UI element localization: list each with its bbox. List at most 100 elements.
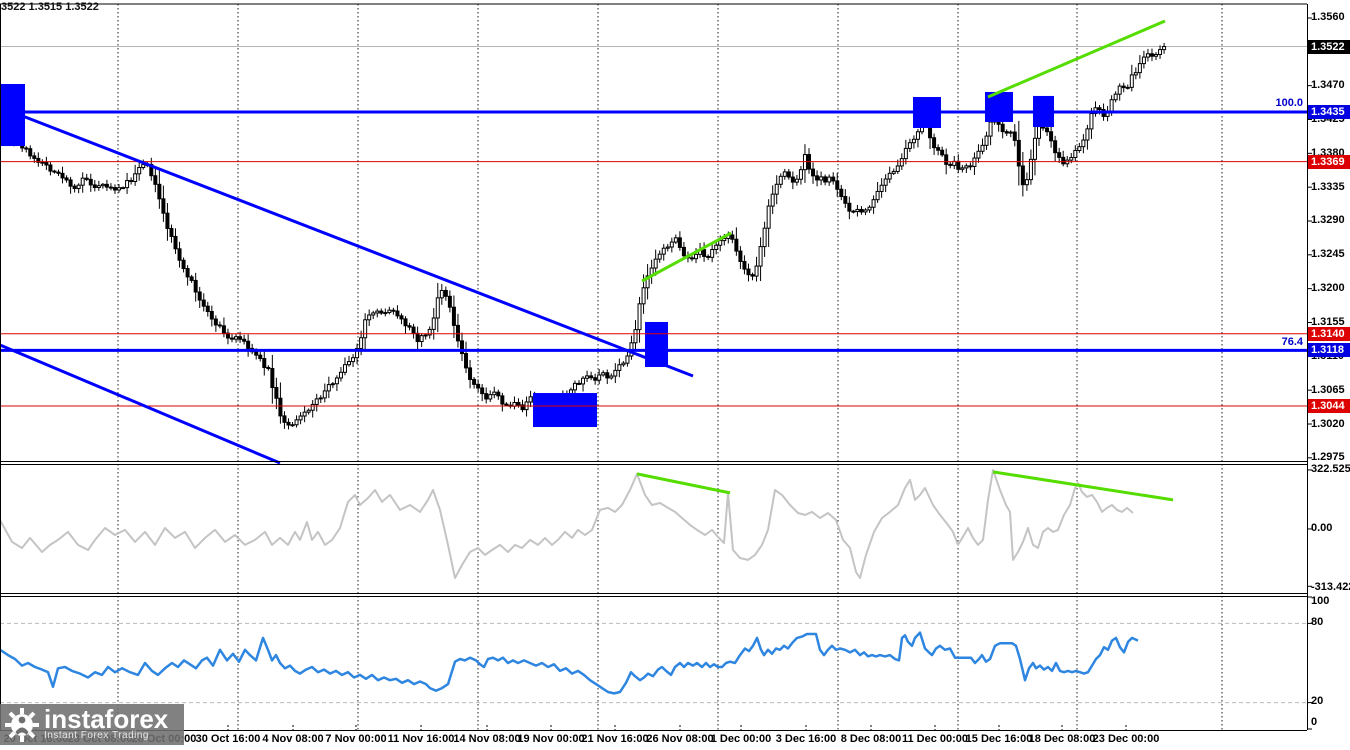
blue-trendline [19, 113, 694, 378]
candle-body [617, 364, 622, 371]
time-axis-label: 8 Dec 08:00 [840, 733, 902, 745]
candle-body [427, 328, 432, 336]
candle-body [258, 354, 263, 360]
price-axis-label: 1.3290 [1311, 214, 1345, 227]
candle-body [778, 175, 783, 185]
candle-body [730, 234, 735, 240]
candle-body [153, 175, 158, 185]
candle-body [1000, 123, 1005, 133]
candle-body [637, 303, 642, 331]
price-badge: 1.3118 [1308, 343, 1350, 358]
candle-body [964, 165, 969, 169]
candle-body [1036, 126, 1041, 139]
candle-body [254, 351, 259, 356]
candle-body [520, 404, 525, 411]
candle-body [205, 305, 210, 312]
candle-body [665, 246, 670, 249]
candle-body [359, 337, 364, 349]
candle-body [411, 326, 416, 334]
candle-body [1061, 156, 1066, 165]
candle-body [847, 202, 852, 212]
candle-body [875, 190, 880, 201]
candle-body [915, 131, 920, 140]
highlight-rectangle [645, 321, 668, 368]
candle-body [459, 340, 464, 355]
ohlc-readout: 3522 1.3515 1.3522 [1, 1, 99, 13]
candle-body [762, 227, 767, 248]
candle-body [419, 335, 424, 343]
cci-min-label: -313.4224 [1311, 581, 1350, 593]
candle-body [1024, 179, 1029, 186]
candle-body [290, 424, 295, 427]
candle-body [855, 208, 860, 213]
cci-zero-label: 0.00 [1311, 522, 1333, 534]
time-axis-label: 19 Nov 00:00 [517, 733, 585, 745]
candle-body [960, 167, 965, 170]
candle-body [689, 257, 694, 260]
candle-body [1045, 127, 1050, 133]
candle-body [976, 150, 981, 159]
candle-body [242, 338, 247, 342]
candle-body [76, 184, 81, 190]
candle-body [1113, 93, 1118, 101]
candle-body [843, 196, 848, 204]
candle-body [451, 306, 456, 326]
candle-body [476, 383, 481, 389]
candle-body [189, 276, 194, 281]
candle-body [673, 237, 678, 243]
price-badge: 1.3435 [1308, 104, 1350, 119]
candle-body [754, 265, 759, 277]
candle-body [734, 238, 739, 252]
candle-body [225, 332, 230, 339]
candle-body [270, 368, 275, 389]
candle-body [221, 325, 226, 334]
candle-body [28, 148, 33, 157]
candle-body [815, 175, 820, 181]
candle-body [956, 160, 961, 170]
candle-body [714, 244, 719, 250]
candle-body [1077, 146, 1082, 152]
candlestick-series [0, 42, 1167, 430]
price-axis-label: 1.3020 [1311, 417, 1345, 430]
candle-body [577, 382, 582, 385]
candle-body [387, 309, 392, 314]
candle-body [625, 355, 630, 364]
candle-body [980, 144, 985, 152]
candle-body [1008, 131, 1013, 134]
candle-body [455, 324, 460, 342]
candle-body [480, 387, 485, 395]
candle-body [827, 176, 832, 183]
candle-body [669, 241, 674, 248]
candle-body [330, 383, 335, 386]
candle-body [500, 395, 505, 405]
candle-body [193, 279, 198, 293]
price-badge: 1.3369 [1308, 154, 1350, 169]
candle-body [811, 168, 816, 177]
time-axis-label: 30 Oct 16:00 [195, 733, 261, 745]
blue-trendline [0, 343, 281, 465]
candle-body [472, 378, 477, 385]
green-trendline [641, 231, 732, 283]
candle-body [391, 309, 396, 312]
candle-body [891, 170, 896, 174]
logo-tagline-text: Instant Forex Trading [44, 730, 149, 741]
candle-body [710, 248, 715, 258]
fib-level-label-100: 100.0 [1275, 97, 1303, 109]
candle-body [496, 391, 501, 397]
time-axis-label: 11 Nov 16:00 [387, 733, 455, 745]
candle-body [435, 297, 440, 319]
candle-body [488, 394, 493, 400]
time-axis-label: 15 Dec 16:00 [965, 733, 1033, 745]
candle-body [306, 409, 311, 413]
candle-body [1137, 63, 1142, 74]
time-axis-label: 1 Dec 00:00 [710, 733, 772, 745]
candle-body [165, 212, 170, 229]
logo-brand-text: instaforex [44, 704, 169, 734]
candle-body [310, 403, 315, 411]
candle-body [581, 377, 586, 385]
rsi-0-label: 0 [1311, 716, 1318, 728]
candle-body [907, 142, 912, 149]
candle-body [84, 177, 89, 180]
candle-body [201, 299, 206, 307]
